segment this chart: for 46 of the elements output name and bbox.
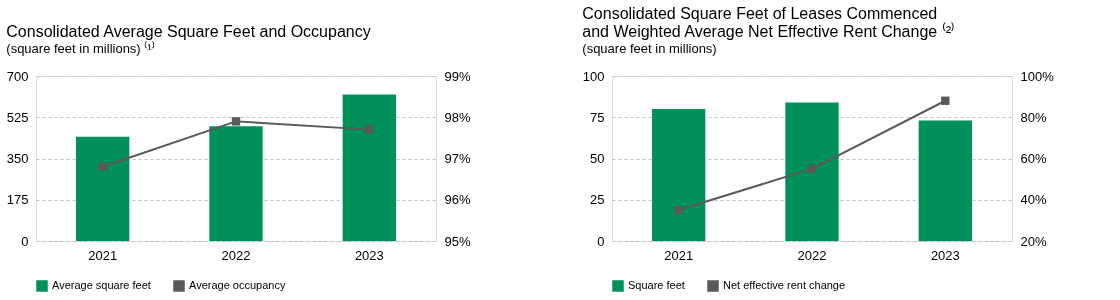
legend-label: Average square feet [52, 279, 151, 291]
y-tick-label: 100 [582, 68, 605, 84]
chart-title: Consolidated Average Square Feet and Occupancy [6, 23, 371, 40]
y-tick-label: 525 [6, 109, 29, 125]
y-tick-label: 0 [597, 233, 605, 249]
y-tick-label: 175 [6, 192, 29, 208]
y2-tick-label: 95% [444, 233, 471, 249]
y2-tick-label: 96% [444, 192, 471, 208]
y-tick-label: 50 [590, 151, 605, 166]
y2-tick-label: 80% [1020, 109, 1047, 125]
y-tick-label: 75 [590, 109, 605, 125]
y2-tick-label: 100% [1020, 68, 1055, 84]
chart-subtitle: (square feet in millions) [582, 41, 717, 56]
chart-subtitle: (square feet in millions) ⁽¹⁾ [6, 41, 155, 56]
point [941, 96, 950, 105]
bar [76, 136, 130, 241]
point [365, 125, 374, 134]
legend-label: Average occupancy [189, 279, 286, 291]
y2-tick-label: 98% [444, 109, 471, 125]
y2-tick-label: 99% [444, 68, 471, 84]
bar [209, 126, 263, 241]
x-tick-label: 2022 [797, 247, 827, 263]
y2-tick-label: 97% [444, 151, 471, 166]
y-tick-label: 700 [6, 68, 29, 84]
point [807, 164, 817, 173]
point [674, 205, 683, 215]
bar [785, 102, 839, 241]
bar [918, 120, 972, 241]
x-tick-label: 2021 [88, 247, 118, 263]
point [231, 117, 241, 126]
x-tick-label: 2022 [221, 247, 251, 263]
y-tick-label: 0 [21, 233, 29, 249]
y2-tick-label: 60% [1020, 151, 1047, 166]
bar [652, 109, 706, 241]
y-tick-label: 350 [6, 151, 29, 166]
chart-title: Consolidated Square Feet of Leases Commenced and Weighted Average Net Effective Rent Change ⁽²⁾ [582, 5, 955, 40]
y-tick-label: 25 [590, 192, 605, 208]
y2-tick-label: 20% [1020, 233, 1047, 249]
y2-tick-label: 40% [1020, 192, 1047, 208]
point [98, 162, 107, 171]
legend-label: Square feet [628, 279, 685, 291]
x-tick-label: 2023 [930, 247, 960, 263]
bar [342, 94, 396, 241]
legend-label: Net effective rent change [723, 279, 846, 291]
x-tick-label: 2023 [354, 247, 384, 263]
x-tick-label: 2021 [664, 247, 694, 263]
